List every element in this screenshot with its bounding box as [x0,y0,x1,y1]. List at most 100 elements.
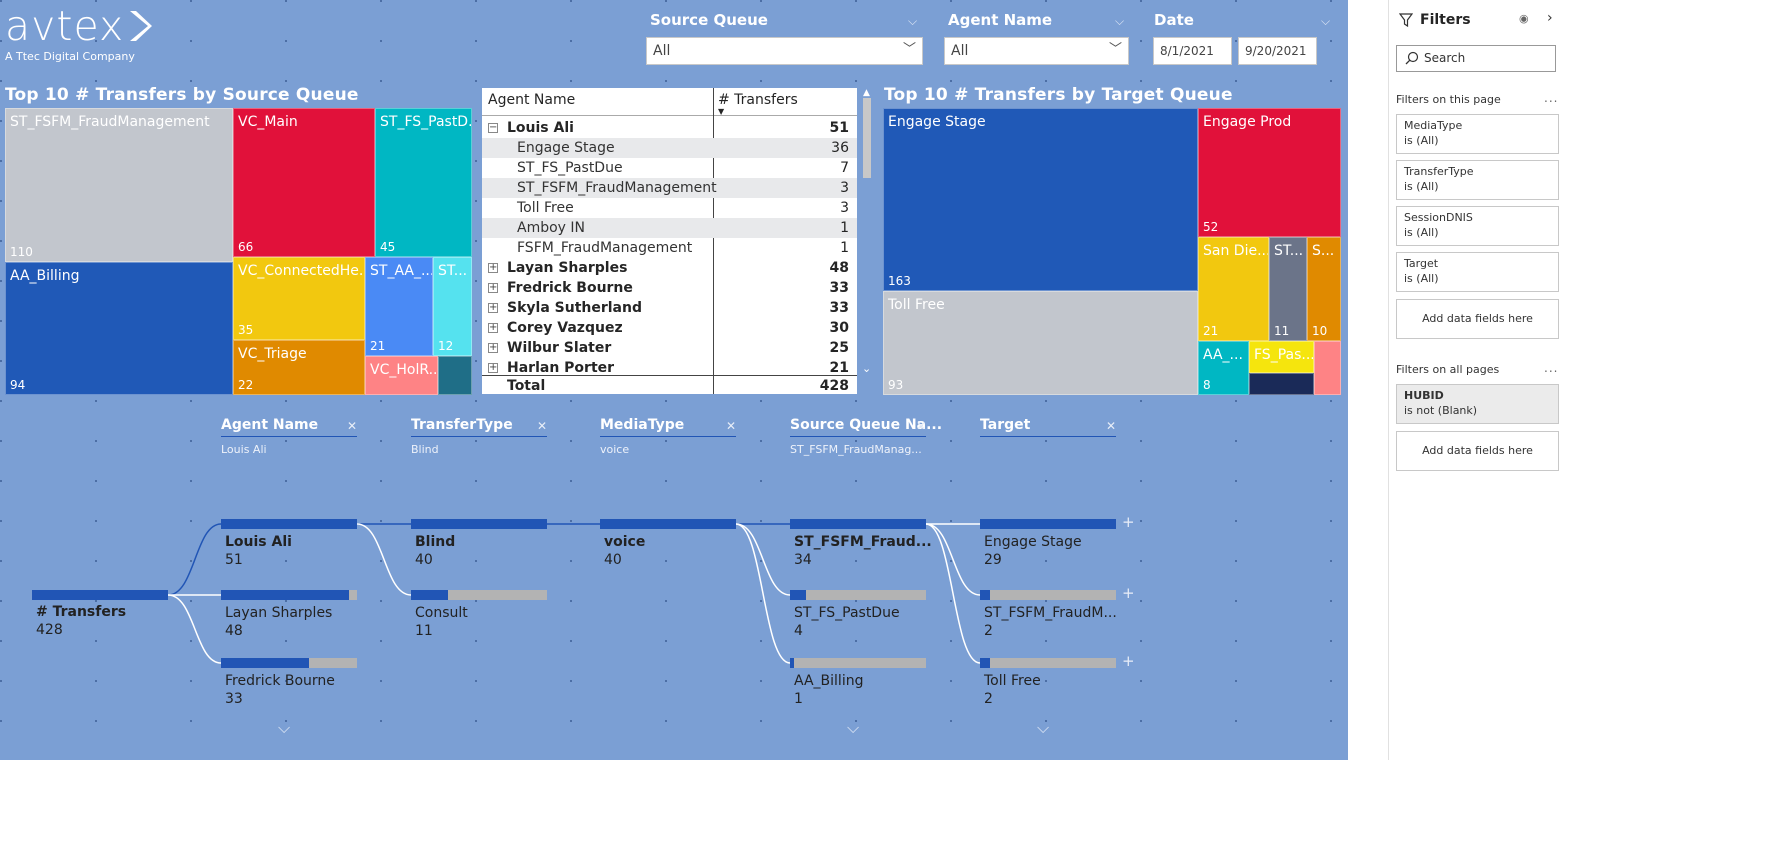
source-queue-tile[interactable]: VC_Main 66 [233,108,375,257]
matrix-parent-row[interactable]: + Skyla Sutherland 33 [482,298,857,318]
date-end-input[interactable]: 9/20/2021 [1238,37,1317,65]
node-label[interactable]: Louis Ali [225,534,292,550]
agent-transfers-matrix[interactable]: Agent Name # Transfers ▼ − Louis Ali 51 Eng… [482,88,857,394]
filter-condition: is (All) [1404,226,1439,239]
chevron-down-icon[interactable]: ⌵ [278,718,291,737]
node-label[interactable]: ST_FS_PastDue [794,605,900,621]
source-queue-dropdown[interactable]: All ﹀ [646,37,923,65]
matrix-col-agent[interactable]: Agent Name [488,92,576,108]
matrix-parent-row[interactable]: + Layan Sharples 48 [482,258,857,278]
node-label[interactable]: Engage Stage [984,534,1082,550]
filter-card-hubid[interactable]: HUBID is not (Blank) [1396,384,1559,424]
matrix-parent-row[interactable]: + Corey Vazquez 30 [482,318,857,338]
source-queue-treemap[interactable]: ST_FSFM_FraudManagement 110 VC_Main 66 ST_FS… [5,108,472,395]
target-queue-tile[interactable]: San Die... 21 [1198,237,1269,341]
add-data-fields-page[interactable]: Add data fields here [1396,299,1559,339]
matrix-child-row[interactable]: ST_FSFM_FraudManagement 3 [482,178,857,198]
close-icon[interactable]: ✕ [916,419,927,433]
matrix-parent-row[interactable]: + Harlan Porter 21 [482,358,857,378]
collapse-icon[interactable]: − [488,122,498,133]
target-queue-tile[interactable]: ST... 11 [1269,237,1307,341]
target-queue-tile[interactable]: FS_Pas... [1249,341,1314,373]
matrix-scrollbar[interactable]: ▲ ⌄ [862,88,872,394]
close-icon[interactable]: ✕ [726,419,737,433]
matrix-child-row[interactable]: Amboy IN 1 [482,218,857,238]
node-label[interactable]: Fredrick Bourne [225,673,335,689]
more-options-icon[interactable]: ... [1544,91,1559,105]
close-icon[interactable]: ✕ [347,419,358,433]
more-options-icon[interactable]: ... [1544,361,1559,375]
expand-icon[interactable]: + [488,362,498,373]
matrix-parent-row[interactable]: + Wilbur Slater 25 [482,338,857,358]
source-queue-tile[interactable]: VC_HolR... [365,356,438,395]
chevron-down-icon[interactable]: ⌵ [847,718,860,737]
tile-label: ST_AA_... [370,263,433,279]
source-queue-tile[interactable]: ST_FS_PastD... 45 [375,108,472,257]
target-queue-tile[interactable]: AA_... 8 [1198,341,1249,395]
expand-icon[interactable]: + [488,342,498,353]
tile-label: Engage Stage [888,114,986,130]
close-icon[interactable]: ✕ [537,419,548,433]
node-label[interactable]: ST_FSFM_FraudM... [984,605,1117,621]
chevron-down-icon[interactable]: ⌵ [1115,14,1125,28]
filter-card-sessiondnis[interactable]: SessionDNIS is (All) [1396,206,1559,246]
matrix-parent-row[interactable]: − Louis Ali 51 [482,118,857,138]
node-label[interactable]: Toll Free [984,673,1041,689]
node-label[interactable]: ST_FSFM_Fraud... [794,534,932,550]
node-label[interactable]: AA_Billing [794,673,864,689]
node-label[interactable]: Consult [415,605,468,621]
filter-card-transfertype[interactable]: TransferType is (All) [1396,160,1559,200]
matrix-col-transfers[interactable]: # Transfers [718,92,798,108]
agent-name-dropdown[interactable]: All ﹀ [944,37,1129,65]
target-queue-tile[interactable]: Engage Prod 52 [1198,108,1341,237]
target-queue-tile[interactable]: Toll Free 93 [883,291,1198,395]
scroll-down-icon[interactable]: ⌄ [862,362,872,375]
source-queue-tile[interactable]: AA_Billing 94 [5,262,233,395]
target-queue-tile[interactable] [1314,341,1341,395]
expand-plus-icon[interactable]: + [1122,584,1135,602]
node-bar-bg [980,590,1116,600]
expand-icon[interactable]: + [488,322,498,333]
target-queue-tile[interactable]: S... 10 [1307,237,1341,341]
source-queue-tile[interactable]: ST_FSFM_FraudManagement 110 [5,108,233,262]
matrix-parent-row[interactable]: + Fredrick Bourne 33 [482,278,857,298]
source-queue-tile[interactable]: VC_ConnectedHe... 35 [233,257,365,340]
close-icon[interactable]: ✕ [1106,419,1117,433]
source-queue-tile[interactable] [438,356,472,395]
node-label[interactable]: Layan Sharples [225,605,333,621]
add-data-fields-all[interactable]: Add data fields here [1396,431,1559,471]
scroll-up-icon[interactable]: ▲ [863,88,870,98]
matrix-child-row[interactable]: Engage Stage 36 [482,138,857,158]
node-bar-fill [790,658,794,668]
expand-plus-icon[interactable]: + [1122,513,1135,531]
chevron-down-icon[interactable]: ⌵ [1037,718,1050,737]
filter-card-target[interactable]: Target is (All) [1396,252,1559,292]
agent-name-slicer-title: Agent Name [948,11,1053,29]
row-label: Harlan Porter [507,360,615,376]
expand-icon[interactable]: + [488,262,498,273]
filter-card-mediatype[interactable]: MediaType is (All) [1396,114,1559,154]
eye-icon[interactable]: ◉ [1519,12,1529,25]
collapse-pane-icon[interactable]: › [1547,10,1553,26]
source-queue-tile[interactable]: ST... 12 [433,257,472,356]
target-queue-treemap[interactable]: Engage Stage 163 Engage Prod 52 Toll Free 93 S… [883,108,1341,395]
date-start-input[interactable]: 8/1/2021 [1153,37,1232,65]
level-filter-value: Louis Ali [221,443,267,456]
node-label[interactable]: voice [604,534,646,550]
scroll-thumb[interactable] [863,98,871,178]
matrix-child-row[interactable]: ST_FS_PastDue 7 [482,158,857,178]
node-label[interactable]: Blind [415,534,456,550]
target-queue-tile[interactable]: Engage Stage 163 [883,108,1198,291]
source-queue-tile[interactable]: VC_Triage 22 [233,340,365,395]
chevron-down-icon[interactable]: ⌵ [908,14,918,28]
expand-plus-icon[interactable]: + [1122,652,1135,670]
filters-search-input[interactable]: Search [1396,45,1556,72]
matrix-child-row[interactable]: FSFM_FraudManagement 1 [482,238,857,258]
target-queue-tile[interactable] [1249,373,1314,395]
source-queue-tile[interactable]: ST_AA_... 21 [365,257,433,356]
level-title: MediaType [600,417,685,433]
expand-icon[interactable]: + [488,302,498,313]
matrix-child-row[interactable]: Toll Free 3 [482,198,857,218]
chevron-down-icon[interactable]: ⌵ [1321,14,1331,28]
expand-icon[interactable]: + [488,282,498,293]
